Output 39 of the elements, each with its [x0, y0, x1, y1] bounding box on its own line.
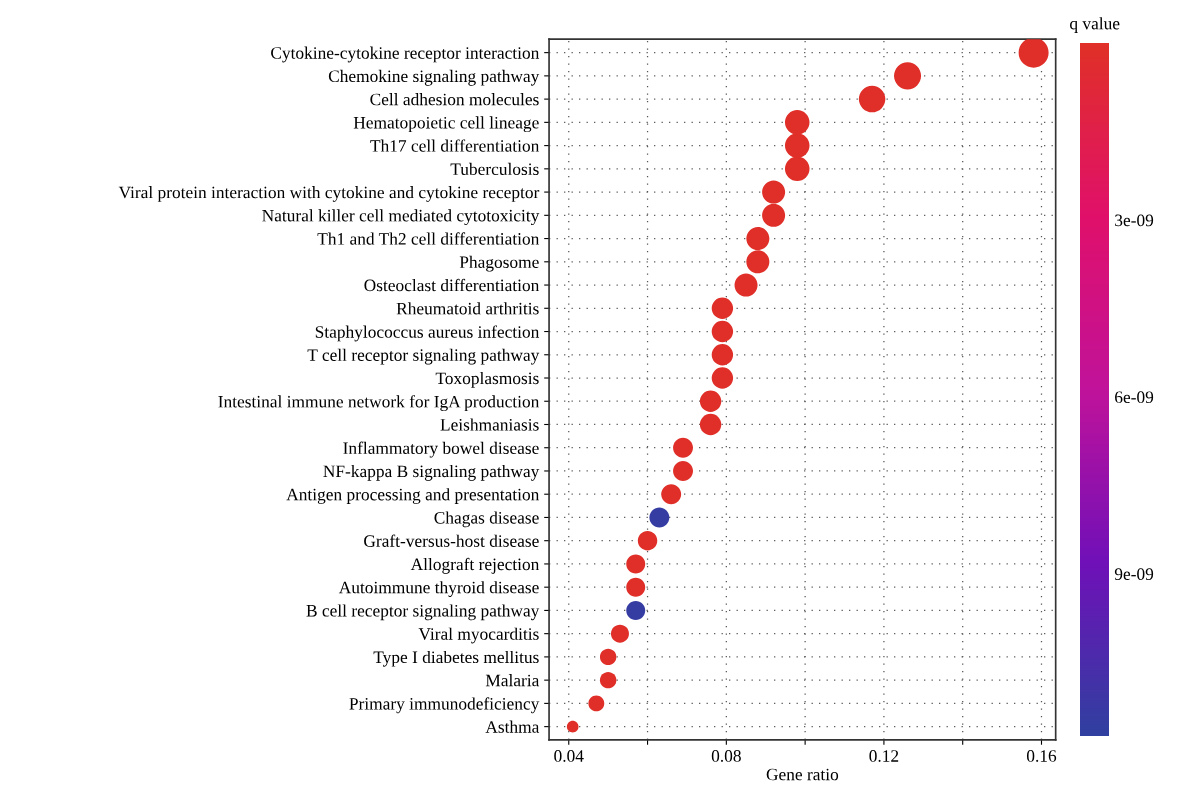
- y-tick-label: Toxoplasmosis: [435, 371, 539, 388]
- y-tick-label: Phagosome: [459, 255, 539, 272]
- y-tick-label: Intestinal immune network for IgA production: [218, 395, 540, 412]
- y-tick-label: Rheumatoid arthritis: [396, 302, 539, 315]
- y-tick-label: Cytokine-cytokine receptor interaction: [271, 46, 540, 63]
- x-tick-label: 0.08: [711, 750, 741, 762]
- y-tick-label: Staphylococcus aureus infection: [315, 325, 540, 342]
- y-tick-label: Graft-versus-host disease: [364, 534, 539, 547]
- y-tick-label: Antigen processing and presentation: [286, 488, 540, 504]
- y-tick-label: Th17 cell differentiation: [370, 139, 540, 152]
- y-tick-label: T cell receptor signaling pathway: [307, 348, 540, 365]
- y-tick-label: Natural killer cell mediated cytotoxicity: [262, 209, 540, 226]
- y-tick-label: Tuberculosis: [450, 162, 539, 176]
- y-tick-label: Chemokine signaling pathway: [328, 69, 540, 86]
- color-bar-label: 6e-09: [1115, 391, 1154, 404]
- y-tick-label: Viral protein interaction with cytokine and cytokine receptor: [118, 186, 540, 202]
- y-tick-label: Th1 and Th2 cell differentiation: [317, 232, 540, 245]
- x-tick-label: 0.04: [554, 750, 584, 762]
- x-tick-label: 0.16: [1026, 750, 1057, 762]
- x-tick-label: 0.12: [869, 750, 899, 762]
- y-tick-label: Inflammatory bowel disease: [343, 441, 539, 458]
- y-tick-label: Chagas disease: [434, 511, 539, 528]
- color-bar-title: q value: [1070, 17, 1120, 33]
- color-bar-label: 3e-09: [1115, 214, 1154, 227]
- x-axis-title: Gene ratio: [766, 768, 839, 781]
- y-tick-label: B cell receptor signaling pathway: [306, 604, 540, 621]
- y-tick-label: Osteoclast differentiation: [364, 278, 540, 292]
- y-tick-label: Malaria: [485, 674, 540, 687]
- y-tick-label: Asthma: [485, 720, 540, 733]
- y-tick-label: Leishmaniasis: [440, 418, 539, 431]
- y-tick-label: Viral myocarditis: [418, 627, 539, 644]
- y-tick-label: Hematopoietic cell lineage: [353, 116, 539, 133]
- y-tick-label: Autoimmune thyroid disease: [338, 581, 539, 597]
- color-bar-label: 9e-09: [1114, 568, 1154, 580]
- y-tick-label: Cell adhesion molecules: [370, 93, 539, 106]
- y-tick-label: NF-kappa B signaling pathway: [323, 464, 540, 481]
- y-tick-label: Allograft rejection: [410, 557, 540, 574]
- y-tick-label: Primary immunodeficiency: [349, 697, 540, 714]
- y-tick-label: Type I diabetes mellitus: [373, 650, 539, 667]
